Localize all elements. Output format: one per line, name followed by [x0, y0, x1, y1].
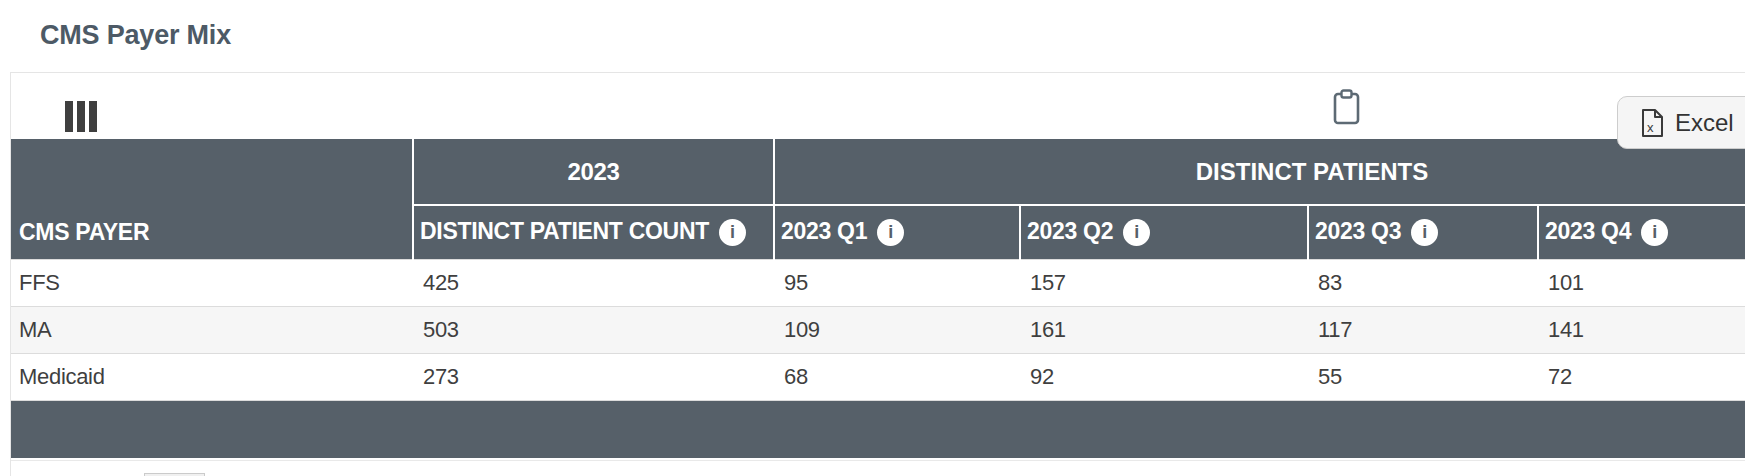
table-row: MA 503 109 161 117 141: [11, 306, 1745, 353]
value-cell: 117: [1308, 306, 1538, 353]
value-cell: 109: [774, 306, 1020, 353]
copy-to-clipboard-button[interactable]: [1333, 89, 1360, 125]
column-header-label: 2023 Q4: [1545, 218, 1631, 244]
value-cell: 161: [1020, 306, 1308, 353]
table-panel: x Excel CMS PAYER 2023: [10, 72, 1745, 476]
payer-cell: FFS: [11, 259, 413, 306]
group-header-label: 2023: [567, 158, 619, 185]
group-header-distinct-patients: DISTINCT PATIENTS: [774, 139, 1745, 205]
info-icon[interactable]: [1123, 219, 1150, 246]
column-header-label: 2023 Q3: [1315, 218, 1401, 244]
columns-icon: [77, 101, 85, 132]
columns-icon: [89, 101, 97, 132]
column-header-label: 2023 Q2: [1027, 218, 1113, 244]
table-row: Medicaid 273 68 92 55 72: [11, 353, 1745, 400]
value-cell: 68: [774, 353, 1020, 400]
column-header-2023-q1: 2023 Q1: [774, 205, 1020, 259]
payer-cell: MA: [11, 306, 413, 353]
column-header-label: 2023 Q1: [781, 218, 867, 244]
footer-bar-row: [11, 400, 1745, 458]
column-header-2023-q3: 2023 Q3: [1308, 205, 1538, 259]
value-cell: 425: [413, 259, 774, 306]
column-header-cms-payer: CMS PAYER: [11, 139, 413, 259]
value-cell: 72: [1538, 353, 1745, 400]
column-header-label: CMS PAYER: [19, 219, 149, 245]
column-header-label: DISTINCT PATIENT COUNT: [420, 218, 709, 244]
value-cell: 157: [1020, 259, 1308, 306]
info-icon[interactable]: [1641, 219, 1668, 246]
page-title: CMS Payer Mix: [40, 20, 231, 51]
column-header-2023-q2: 2023 Q2: [1020, 205, 1308, 259]
value-cell: 273: [413, 353, 774, 400]
columns-icon: [65, 101, 73, 132]
column-visibility-button[interactable]: [65, 101, 97, 132]
cms-payer-mix-widget: CMS Payer Mix: [0, 0, 1745, 476]
svg-text:x: x: [1647, 120, 1654, 135]
cms-payer-table: CMS PAYER 2023 DISTINCT PATIENTS DISTINC…: [11, 139, 1745, 458]
payer-cell: Medicaid: [11, 353, 413, 400]
info-icon[interactable]: [719, 219, 746, 246]
table-bottom-strip: [11, 460, 1745, 476]
info-icon[interactable]: [1411, 219, 1438, 246]
column-header-distinct-patient-count: DISTINCT PATIENT COUNT: [413, 205, 774, 259]
value-cell: 92: [1020, 353, 1308, 400]
group-header-label: DISTINCT PATIENTS: [1196, 158, 1428, 185]
column-header-2023-q4: 2023 Q4: [1538, 205, 1745, 259]
table-toolbar: x Excel: [11, 73, 1745, 139]
value-cell: 55: [1308, 353, 1538, 400]
excel-button-label: Excel: [1675, 109, 1734, 137]
clipboard-icon: [1333, 89, 1360, 125]
table-row: FFS 425 95 157 83 101: [11, 259, 1745, 306]
value-cell: 83: [1308, 259, 1538, 306]
excel-file-icon: x: [1640, 108, 1665, 138]
value-cell: 141: [1538, 306, 1745, 353]
group-header-2023: 2023: [413, 139, 774, 205]
group-header-row: CMS PAYER 2023 DISTINCT PATIENTS: [11, 139, 1745, 205]
info-icon[interactable]: [877, 219, 904, 246]
value-cell: 503: [413, 306, 774, 353]
footer-bar: [11, 400, 1745, 458]
value-cell: 95: [774, 259, 1020, 306]
value-cell: 101: [1538, 259, 1745, 306]
excel-export-button[interactable]: x Excel: [1617, 96, 1745, 149]
